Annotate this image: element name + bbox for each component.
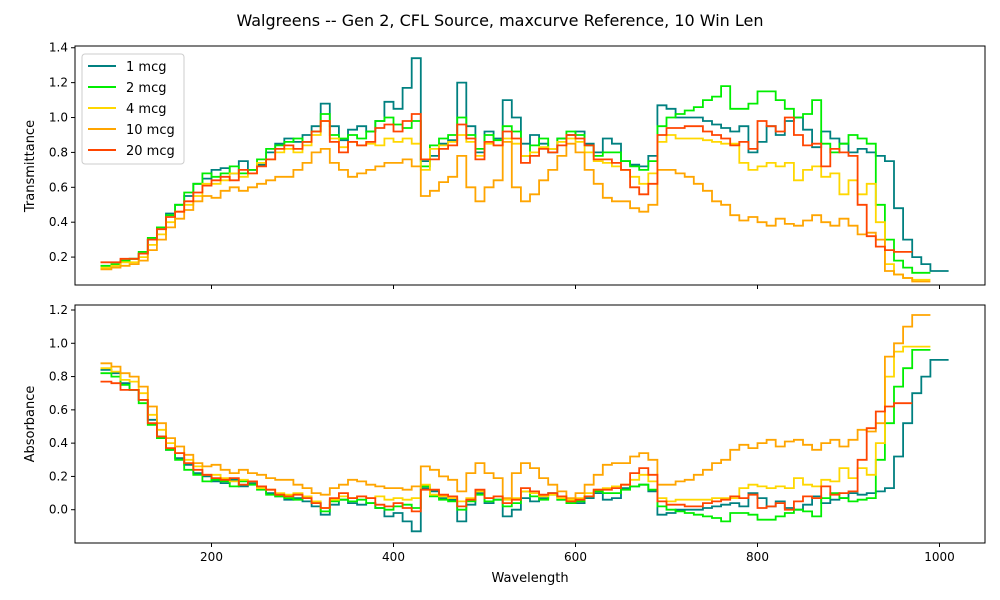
legend-label-20-mcg: 20 mcg	[126, 144, 175, 159]
transmittance-x-ticks	[211, 285, 940, 289]
absorbance-series-20-mcg	[100, 380, 913, 513]
absorbance-plot-frame	[74, 304, 986, 544]
transmittance-series	[100, 57, 949, 283]
absorbance-y-tick-label: 0.6	[49, 403, 68, 417]
transmittance-series-20-mcg	[100, 113, 913, 264]
legend-label-4-mcg: 4 mcg	[126, 102, 166, 117]
absorbance-x-tick-label: 400	[382, 550, 405, 564]
transmittance-y-tick-label: 1.2	[49, 76, 68, 90]
absorbance-y-axis-label: Absorbance	[23, 386, 38, 463]
absorbance-y-ticks: 0.0 0.2 0.4 0.6 0.8 1.0 1.2	[49, 303, 75, 517]
legend-entry-10-mcg: 10 mcg	[88, 123, 175, 138]
legend-entry-20-mcg: 20 mcg	[88, 144, 175, 159]
absorbance-series	[100, 314, 949, 533]
transmittance-series-10-mcg	[100, 141, 931, 283]
transmittance-y-tick-label: 0.6	[49, 180, 68, 194]
transmittance-y-tick-label: 0.8	[49, 145, 68, 159]
figure-title: Walgreens -- Gen 2, CFL Source, maxcurve…	[236, 11, 763, 30]
transmittance-y-tick-label: 0.4	[49, 215, 68, 229]
transmittance-y-tick-label: 0.2	[49, 250, 68, 264]
absorbance-panel: 0.0 0.2 0.4 0.6 0.8 1.0 1.2 200 400 600 800 1000 A…	[23, 303, 986, 586]
absorbance-y-tick-label: 0.8	[49, 370, 68, 384]
legend-label-1-mcg: 1 mcg	[126, 60, 166, 75]
absorbance-x-tick-label: 600	[564, 550, 587, 564]
transmittance-y-tick-label: 1.0	[49, 111, 68, 125]
legend-label-10-mcg: 10 mcg	[126, 123, 175, 138]
transmittance-y-ticks: 0.2 0.4 0.6 0.8 1.0 1.2 1.4	[49, 41, 75, 264]
absorbance-x-ticks: 200 400 600 800 1000	[200, 543, 955, 564]
absorbance-y-tick-label: 1.0	[49, 336, 68, 350]
legend-box	[81, 53, 185, 165]
absorbance-x-tick-label: 200	[200, 550, 223, 564]
x-axis-label: Wavelength	[491, 571, 568, 586]
absorbance-y-tick-label: 0.4	[49, 436, 68, 450]
legend: 1 mcg 2 mcg 4 mcg 10 mcg 20 mcg	[81, 53, 185, 165]
legend-entry-4-mcg: 4 mcg	[88, 102, 166, 117]
absorbance-y-tick-label: 0.2	[49, 469, 68, 483]
transmittance-y-axis-label: Transmittance	[23, 120, 38, 213]
absorbance-x-tick-label: 1000	[924, 550, 955, 564]
legend-label-2-mcg: 2 mcg	[126, 81, 166, 96]
absorbance-y-tick-label: 1.2	[49, 303, 68, 317]
legend-entry-2-mcg: 2 mcg	[88, 81, 166, 96]
transmittance-series-1-mcg	[100, 57, 949, 272]
transmittance-y-tick-label: 1.4	[49, 41, 68, 55]
absorbance-x-tick-label: 800	[746, 550, 769, 564]
absorbance-y-tick-label: 0.0	[49, 503, 68, 517]
absorbance-series-10-mcg	[100, 314, 931, 499]
legend-entry-1-mcg: 1 mcg	[88, 60, 166, 75]
transmittance-panel: 0.2 0.4 0.6 0.8 1.0 1.2 1.4 Transmittance 1 mc…	[23, 41, 986, 289]
transmittance-plot-frame	[74, 45, 986, 286]
absorbance-series-1-mcg	[100, 359, 949, 533]
